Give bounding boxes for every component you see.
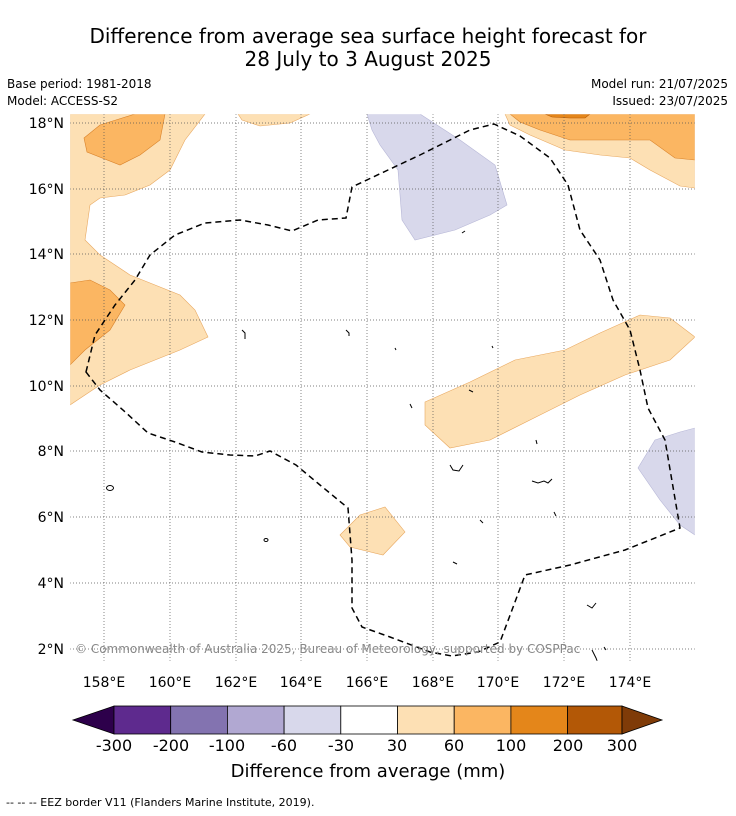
colorbar-title: Difference from average (mm): [230, 761, 506, 782]
colorbar-under: [71, 705, 115, 735]
colorbar-bin: [170, 705, 228, 735]
lat-label: 10°N: [29, 379, 64, 395]
colorbar-bin: [453, 705, 512, 735]
model-name: Model: ACCESS-S2: [7, 94, 119, 108]
eez-border: [85, 123, 681, 657]
latitude-labels: 18°N 16°N 14°N 12°N 10°N 8°N 6°N 4°N 2°N: [29, 116, 64, 658]
anomaly-region-positive-strong: [70, 279, 126, 366]
lon-label: 164°E: [280, 675, 323, 691]
copyright-text: © Commonwealth of Australia 2025, Bureau…: [75, 642, 580, 656]
colorbar-tick: 300: [606, 736, 638, 755]
colorbar-tick: -200: [152, 736, 190, 755]
colorbar-tick: 60: [443, 736, 465, 755]
lat-label: 8°N: [38, 444, 64, 460]
colorbar-bin: [567, 705, 623, 735]
colorbar-tick: 30: [386, 736, 408, 755]
lat-label: 16°N: [29, 182, 64, 198]
issued-date: Issued: 23/07/2025: [612, 94, 728, 108]
lat-label: 12°N: [29, 313, 64, 329]
model-run: Model run: 21/07/2025: [590, 77, 728, 91]
lat-label: 2°N: [38, 642, 64, 658]
lat-label: 6°N: [38, 510, 64, 526]
longitude-labels: 158°E 160°E 162°E 164°E 166°E 168°E 170°…: [83, 675, 652, 691]
colorbar: [71, 705, 664, 735]
colorbar-bin: [283, 705, 342, 735]
colorbar-tick: -60: [270, 736, 298, 755]
colorbar-over: [621, 705, 664, 735]
colorbar-bin: [226, 705, 285, 735]
lon-label: 158°E: [83, 675, 126, 691]
colorbar-bin: [340, 705, 398, 735]
colorbar-tick: -300: [95, 736, 133, 755]
anomaly-region-positive-strong: [509, 114, 695, 161]
lat-label: 4°N: [38, 576, 64, 592]
colorbar-tick: -100: [208, 736, 246, 755]
anomaly-region-positive: [339, 506, 406, 556]
lon-label: 172°E: [543, 675, 586, 691]
anomaly-contours: [70, 114, 695, 661]
lat-label: 14°N: [29, 247, 64, 263]
islands: [106, 230, 607, 661]
lon-label: 174°E: [609, 675, 652, 691]
lon-label: 168°E: [412, 675, 455, 691]
colorbar-tick: 100: [495, 736, 527, 755]
gridlines: [70, 114, 695, 661]
colorbar-bin: [113, 705, 172, 735]
anomaly-region-positive: [424, 314, 695, 449]
lat-label: 18°N: [29, 116, 64, 132]
eez-footnote: -- -- -- EEZ border V11 (Flanders Marine…: [6, 796, 315, 809]
anomaly-region-negative: [366, 114, 508, 241]
colorbar-tick: -30: [327, 736, 355, 755]
anomaly-region-negative: [637, 427, 695, 536]
base-period: Base period: 1981-2018: [7, 77, 152, 91]
lon-label: 170°E: [477, 675, 520, 691]
colorbar-bin: [510, 705, 568, 735]
lon-label: 162°E: [215, 675, 258, 691]
colorbar-tick: 200: [552, 736, 584, 755]
anomaly-region-positive-stronger: [544, 114, 591, 119]
title-line-1: Difference from average sea surface heig…: [89, 24, 647, 48]
title-line-2: 28 July to 3 August 2025: [244, 47, 492, 71]
lon-label: 160°E: [149, 675, 192, 691]
lon-label: 166°E: [346, 675, 389, 691]
colorbar-bin: [397, 705, 455, 735]
